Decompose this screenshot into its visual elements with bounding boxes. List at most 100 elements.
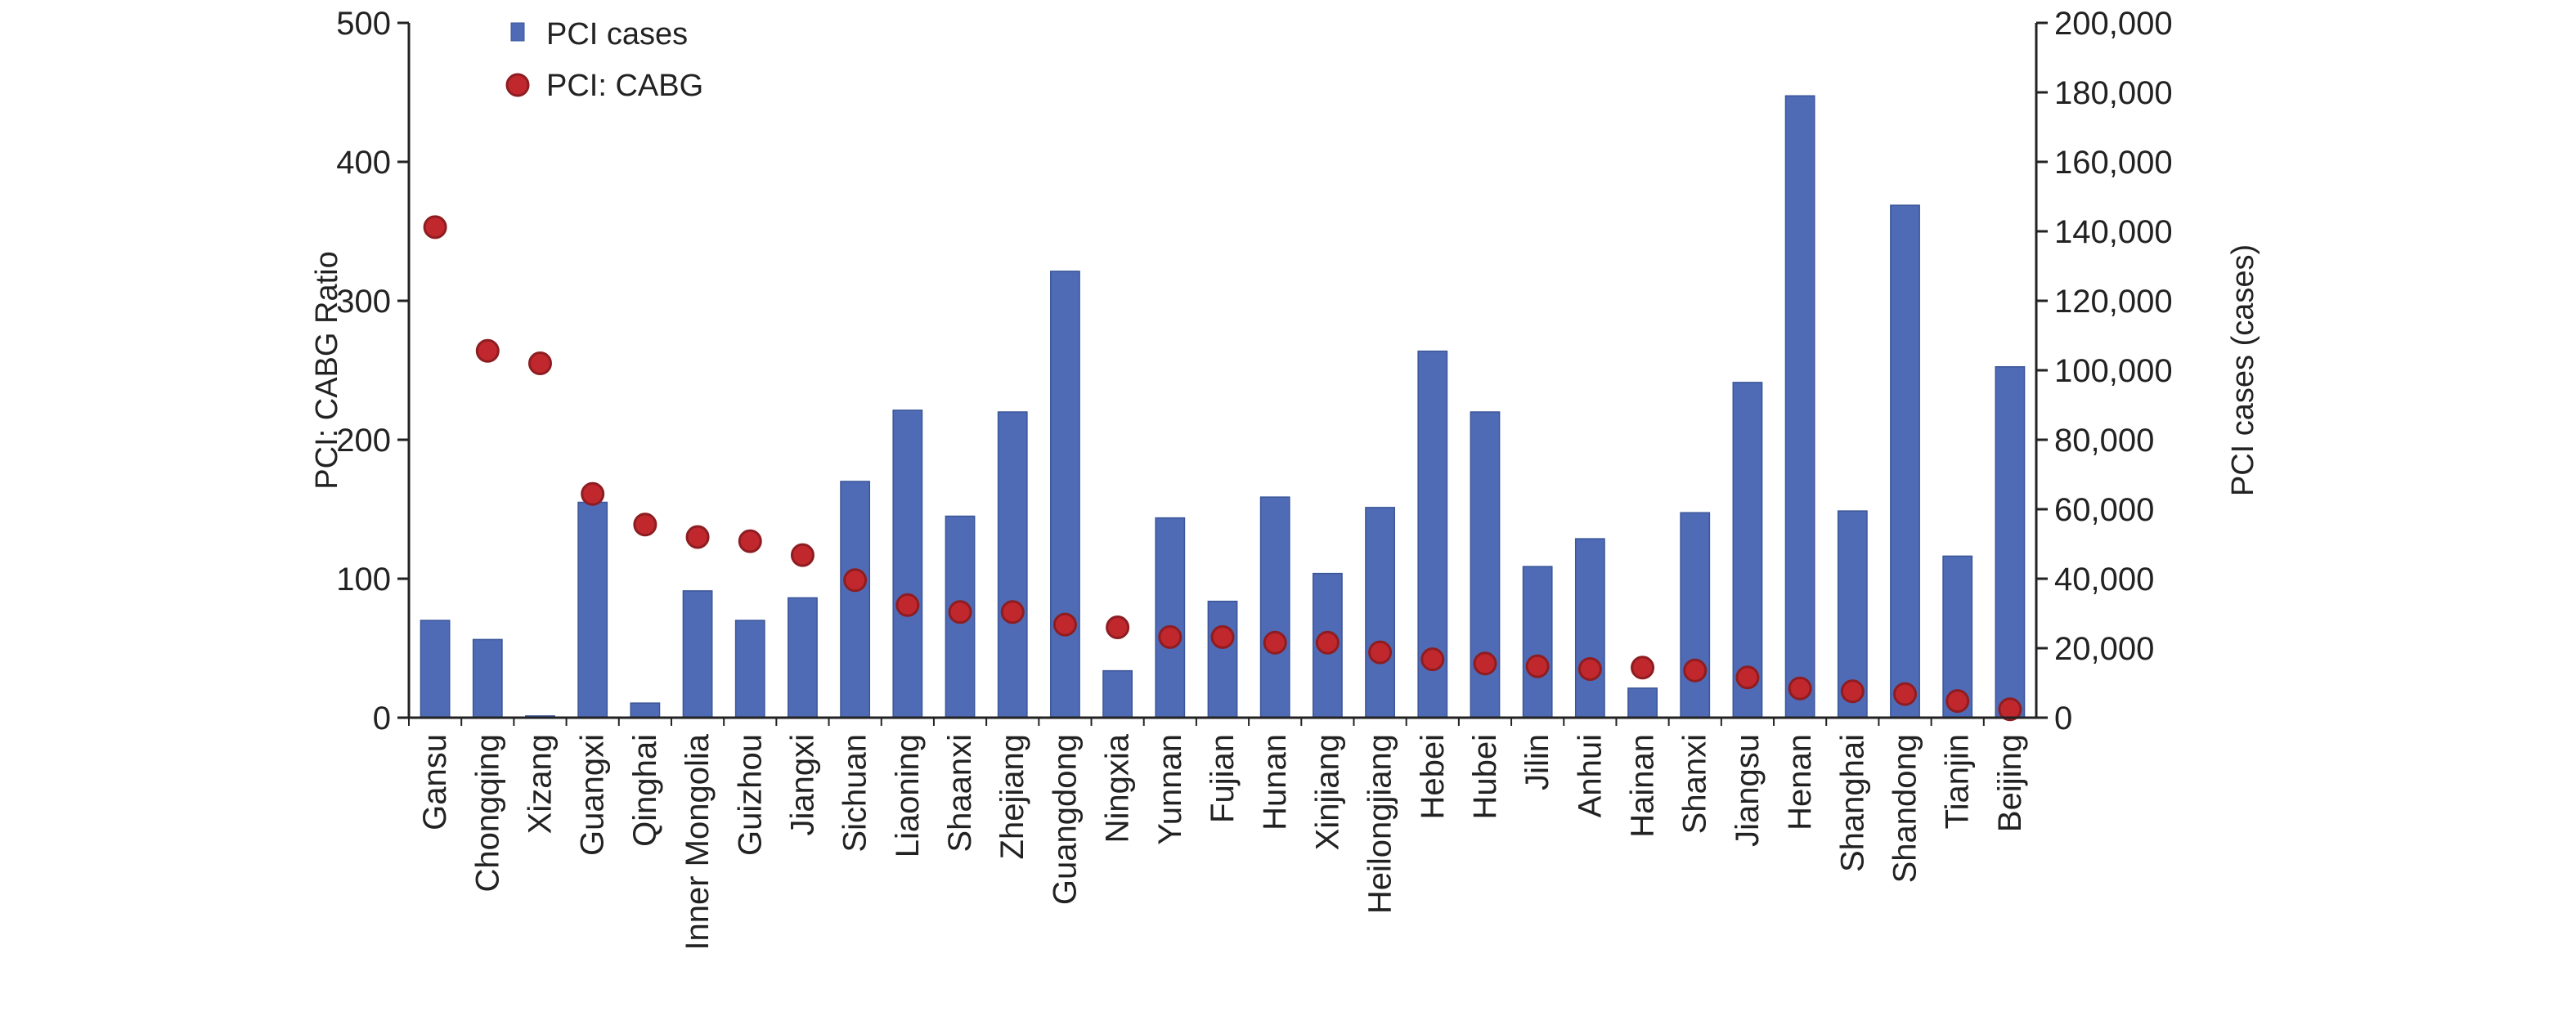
bar-heilongjiang [1365,507,1395,718]
ratio-point-sichuan [843,568,868,593]
legend-dot-label: PCI: CABG [546,69,703,103]
left-axis-ticks: 0 100 200 300 400 500 [336,6,409,736]
ratio-point-hebei [1420,647,1445,672]
ratio-point-guangxi [581,481,605,506]
bar-inner-mongolia [682,590,713,718]
bar-chongqing [472,638,503,718]
bar-hainan [1627,687,1658,718]
bar-beijing [1995,366,2026,718]
x-tick-label: Hunan [1257,734,1293,830]
ratio-point-jiangxi [790,543,815,567]
right-tick-label: 200,000 [2054,6,2173,42]
ratio-point-heilongjiang [1368,640,1393,665]
left-axis-title: PCI: CABG Ratio [310,251,344,489]
bar-guangxi [577,501,608,718]
ratio-point-hunan [1263,630,1287,655]
x-tick-label: Shandong [1887,734,1923,883]
left-tick-label: 400 [336,145,391,181]
bar-henan [1784,95,1815,718]
left-tick-label: 200 [336,423,391,459]
bar-jiangsu [1732,382,1763,718]
ratio-point-fujian [1210,624,1235,649]
left-tick-label: 0 [373,701,391,736]
right-tick-label: 60,000 [2054,492,2154,528]
left-tick-label: 300 [336,284,391,320]
x-tick-label: Yunnan [1152,734,1188,845]
x-tick-label: Ningxia [1100,733,1136,843]
x-tick-label: Shanxi [1677,734,1713,834]
bar-zhejiang [997,411,1028,718]
ratio-point-jiangsu [1735,665,1760,690]
right-tick-label: 140,000 [2054,214,2173,250]
ratio-point-zhejiang [1000,600,1025,624]
left-tick-label: 500 [336,6,391,42]
x-axis-labels: Gansu Chongqing Xizang Guangxi Qinghai Inner … [408,718,2028,951]
bar-liaoning [892,410,923,718]
left-tick-label: 100 [336,562,391,598]
bar-anhui [1574,538,1605,718]
x-tick-label: Hainan [1625,734,1661,838]
bars-layer [420,95,2026,718]
ratio-point-yunnan [1158,624,1183,649]
ratio-point-ningxia [1106,615,1130,639]
right-tick-label: 40,000 [2054,562,2154,598]
ratio-point-tianjin [1945,689,1970,714]
right-tick-label: 180,000 [2054,75,2173,111]
bar-guizhou [734,620,765,718]
x-tick-label: Jilin [1519,734,1555,790]
bar-jilin [1522,566,1553,718]
ratio-point-beijing [1998,697,2022,722]
x-tick-label: Qinghai [627,734,663,847]
ratio-point-hubei [1473,651,1497,676]
right-axis-title: PCI cases (cases) [2226,244,2260,496]
ratio-point-jilin [1525,654,1550,678]
bar-gansu [420,620,451,718]
ratio-point-shanghai [1840,679,1865,704]
right-tick-label: 0 [2054,701,2072,736]
ratio-point-liaoning [895,593,920,617]
bar-yunnan [1155,517,1186,718]
right-tick-label: 20,000 [2054,631,2154,667]
ratio-point-guizhou [738,529,762,553]
x-tick-label: Henan [1782,734,1818,830]
x-tick-label: Jiangxi [784,734,820,836]
ratio-point-gansu [423,215,447,239]
ratio-point-xinjiang [1315,630,1340,655]
ratio-point-henan [1788,676,1812,701]
x-tick-label: Hebei [1415,734,1451,820]
x-tick-label: Beijing [1992,734,2028,832]
x-tick-label: Tianjin [1940,734,1976,829]
x-tick-label: Chongqing [469,734,505,893]
bar-shandong [1890,204,1920,718]
bar-hunan [1259,496,1290,718]
x-tick-label: Hubei [1467,734,1503,820]
x-tick-label: Jiangsu [1730,734,1766,847]
x-tick-label: Xizang [522,734,558,834]
ratio-point-shandong [1893,682,1918,706]
x-tick-label: Fujian [1205,734,1241,823]
bar-jiangxi [788,597,818,718]
x-tick-label: Zhejiang [994,734,1030,859]
ratio-point-guangdong [1052,612,1077,637]
bar-shanxi [1680,512,1711,718]
right-tick-label: 160,000 [2054,145,2173,181]
right-tick-label: 100,000 [2054,353,2173,389]
bar-ningxia [1102,669,1133,718]
ratio-point-xizang [527,351,552,375]
bar-sichuan [840,481,871,718]
bar-guangdong [1050,271,1080,718]
x-tick-label: Xinjiang [1309,734,1345,850]
x-tick-label: Liaoning [890,734,926,857]
bar-qinghai [630,702,661,718]
legend-bar-swatch [510,22,525,42]
ratio-point-chongqing [475,338,500,363]
ratio-point-anhui [1577,657,1602,681]
x-tick-label: Shanghai [1834,734,1870,872]
x-tick-label: Heilongjiang [1362,734,1398,914]
ratio-point-shaanxi [948,600,972,624]
right-axis-ticks: 0 20,000 40,000 60,000 80,000 100,000 120,000 1… [2036,6,2173,736]
x-tick-label: Sichuan [837,734,873,853]
right-tick-label: 120,000 [2054,284,2173,320]
x-tick-label: Guangxi [575,734,611,856]
